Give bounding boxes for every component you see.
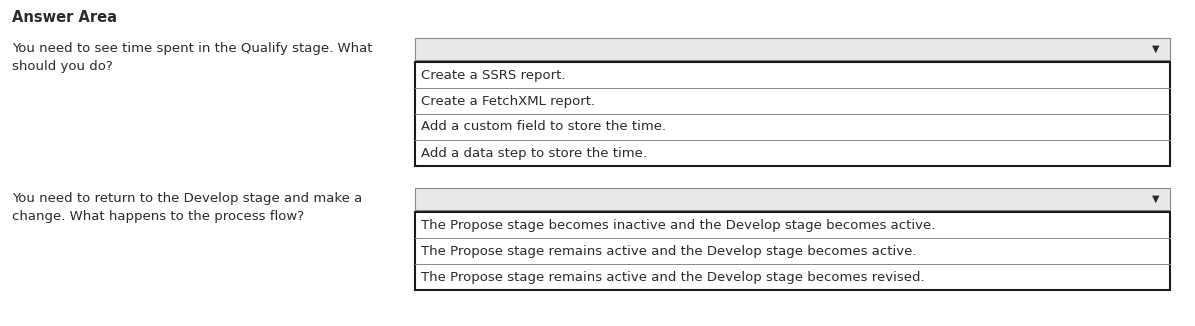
Text: Create a FetchXML report.: Create a FetchXML report. (421, 95, 595, 108)
Text: Create a SSRS report.: Create a SSRS report. (421, 68, 565, 82)
Text: You need to see time spent in the Qualify stage. What: You need to see time spent in the Qualif… (12, 42, 373, 55)
Text: should you do?: should you do? (12, 60, 112, 73)
Text: The Propose stage remains active and the Develop stage becomes revised.: The Propose stage remains active and the… (421, 271, 925, 284)
Text: ▼: ▼ (1152, 44, 1160, 54)
Text: You need to return to the Develop stage and make a: You need to return to the Develop stage … (12, 192, 362, 205)
Text: ▼: ▼ (1152, 194, 1160, 204)
Text: Answer Area: Answer Area (12, 10, 117, 25)
Bar (415, 38, 1170, 60)
Bar (415, 62, 1170, 166)
Text: change. What happens to the process flow?: change. What happens to the process flow… (12, 210, 304, 223)
Bar (415, 212, 1170, 290)
Text: The Propose stage becomes inactive and the Develop stage becomes active.: The Propose stage becomes inactive and t… (421, 218, 936, 231)
Text: Add a custom field to store the time.: Add a custom field to store the time. (421, 121, 666, 134)
Bar (415, 188, 1170, 210)
Text: Add a data step to store the time.: Add a data step to store the time. (421, 146, 646, 159)
Text: The Propose stage remains active and the Develop stage becomes active.: The Propose stage remains active and the… (421, 244, 917, 258)
